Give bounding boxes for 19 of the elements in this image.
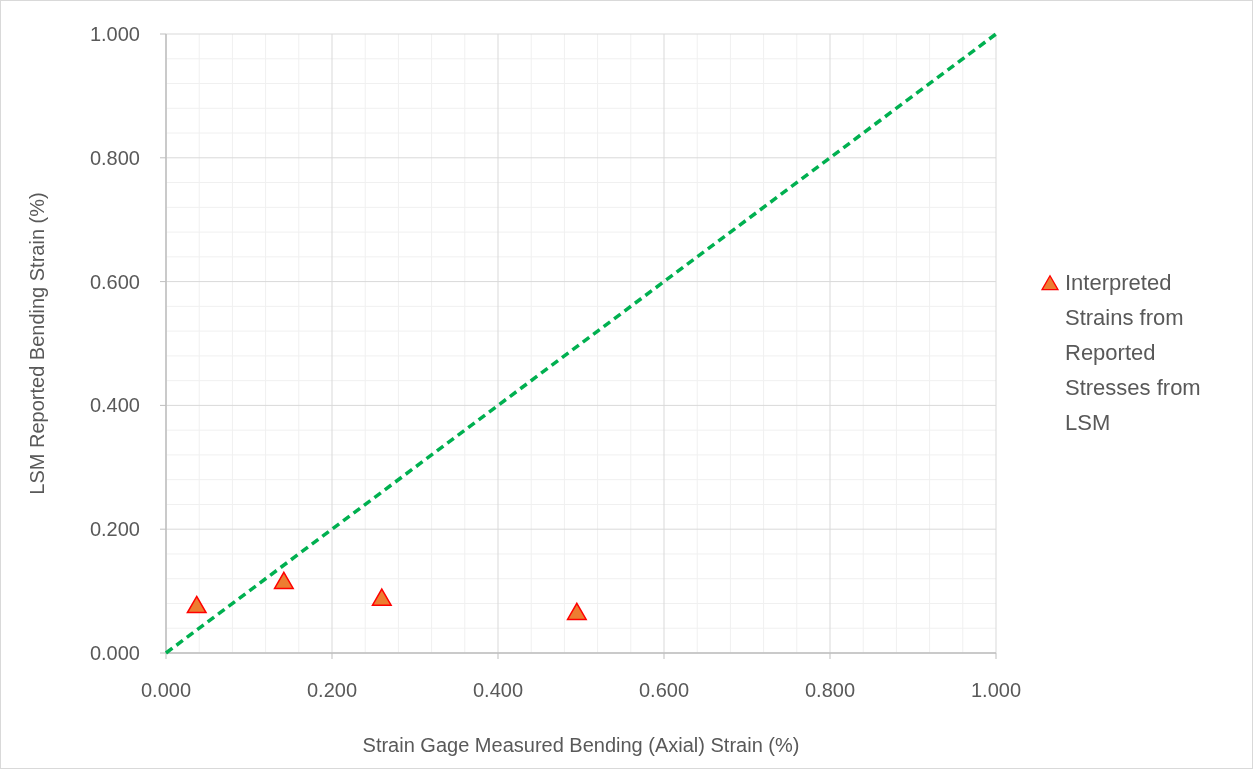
x-tick-label: 0.400	[472, 679, 524, 701]
point	[566, 602, 587, 621]
legend-label: Interpreted Strains from Reported Stresses from LSM	[1065, 270, 1201, 435]
point	[273, 571, 294, 590]
x-tick-label: 1.000	[970, 679, 1022, 701]
x-tick-label: 0.600	[638, 679, 690, 701]
y-tick-label: 0.400	[89, 394, 140, 417]
x-tick-label: 0.200	[306, 679, 358, 701]
x-tick-label: 0.000	[140, 679, 192, 701]
y-tick-label: 0.800	[89, 146, 140, 169]
y-tick-label: 1.000	[89, 23, 140, 45]
x-axis-title: Strain Gage Measured Bending (Axial) Strain (%)	[362, 734, 800, 756]
y-axis-title: LSM Reported Bending Strain (%)	[26, 192, 48, 495]
point	[371, 588, 392, 606]
y-tick-label: 0.200	[89, 518, 140, 541]
x-tick-label: 0.800	[804, 679, 856, 701]
y-tick-label: 0.000	[89, 642, 140, 664]
point	[186, 595, 207, 614]
y-tick-label: 0.600	[89, 270, 140, 293]
